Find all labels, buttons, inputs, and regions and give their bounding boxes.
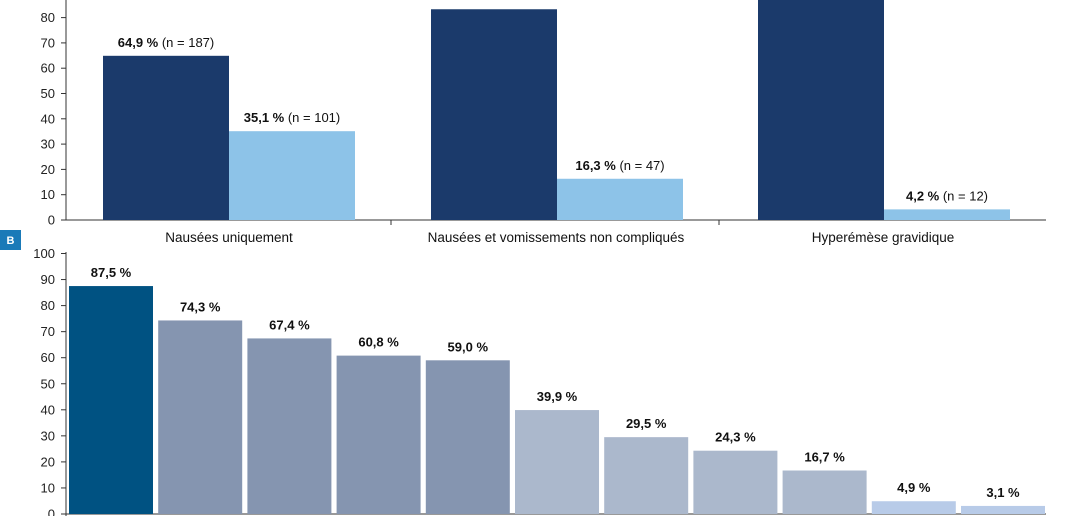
panel-b-y-tick-label: 60 [41,350,55,365]
panel-a-y-tick-label: 40 [41,111,55,126]
panel-b-y-tick-label: 40 [41,402,55,417]
panel-a-bar [103,55,229,220]
panel-b-badge [0,230,21,250]
panel-b-bar [69,286,153,514]
panel-a-y-tick-label: 10 [41,187,55,202]
panel-b-data-label: 74,3 % [180,299,221,314]
panel-b: B 0 10 20 30 40 50 60 70 80 90 100 87,5 % 74,3 % 67,4 … [0,230,1046,516]
panel-a-y-tick-label: 80 [41,10,55,25]
panel-a-bar [557,178,683,220]
panel-a-data-label: 16,3 % (n = 47) [575,158,664,173]
panel-a-bar [884,209,1010,220]
panel-a-bar [229,131,355,220]
panel-a-bar [431,9,557,220]
panel-b-bar [782,470,867,514]
panel-a-y-tick-label: 0 [48,213,55,228]
panel-b-data-label: 24,3 % [715,430,756,445]
panel-b-bar [604,437,689,514]
panel-b-y-tick-label: 100 [33,246,55,261]
panel-b-y-tick-label: 0 [48,507,55,516]
panel-b-data-label: 59,0 % [448,339,489,354]
panel-b-y-tick-label: 90 [41,272,55,287]
panel-b-y-tick-label: 30 [41,428,55,443]
panel-b-letter: B [7,235,15,247]
panel-b-y-tick-label: 10 [41,480,55,495]
panel-a-y-tick-label: 20 [41,162,55,177]
panel-a-y-tick-label: 70 [41,35,55,50]
panel-b-data-label: 67,4 % [269,317,310,332]
panel-a-bar [758,0,884,220]
panel-b-y-tick-label: 20 [41,454,55,469]
panel-b-bar [336,355,421,514]
panel-b-y-tick-label: 80 [41,298,55,313]
panel-b-data-label: 29,5 % [626,416,667,431]
panel-b-data-label: 4,9 % [897,480,931,495]
panel-b-data-label: 87,5 % [91,265,132,280]
panel-a-y-tick-label: 50 [41,86,55,101]
panel-b-bar [158,320,243,514]
panel-a-data-label: 4,2 % (n = 12) [906,188,988,203]
panel-a: 0 10 20 30 40 50 60 70 80 64,9 % (n = 187) 35,1 % … [41,0,1046,245]
panel-b-data-label: 60,8 % [358,335,399,350]
panel-b-bar [693,450,778,514]
panel-b-data-label: 3,1 % [986,485,1020,500]
panel-b-data-label: 16,7 % [804,449,845,464]
panel-a-y-tick-label: 30 [41,137,55,152]
panel-b-data-label: 39,9 % [537,389,578,404]
panel-b-bar [247,338,332,514]
panel-b-y-tick-label: 50 [41,376,55,391]
panel-a-category-label: Nausées uniquement [165,230,293,245]
panel-b-y-tick-label: 70 [41,324,55,339]
panel-a-data-label: 64,9 % (n = 187) [118,35,215,50]
panel-b-bar [961,505,1045,514]
panel-a-data-label: 35,1 % (n = 101) [244,110,341,125]
panel-a-category-label: Hyperémèse gravidique [812,230,955,245]
panel-b-bar [515,410,599,514]
panel-a-y-tick-label: 60 [41,61,55,76]
panel-b-bar [871,501,956,514]
panel-a-category-label: Nausées et vomissements non compliqués [428,230,685,245]
panel-b-bar [425,360,510,514]
